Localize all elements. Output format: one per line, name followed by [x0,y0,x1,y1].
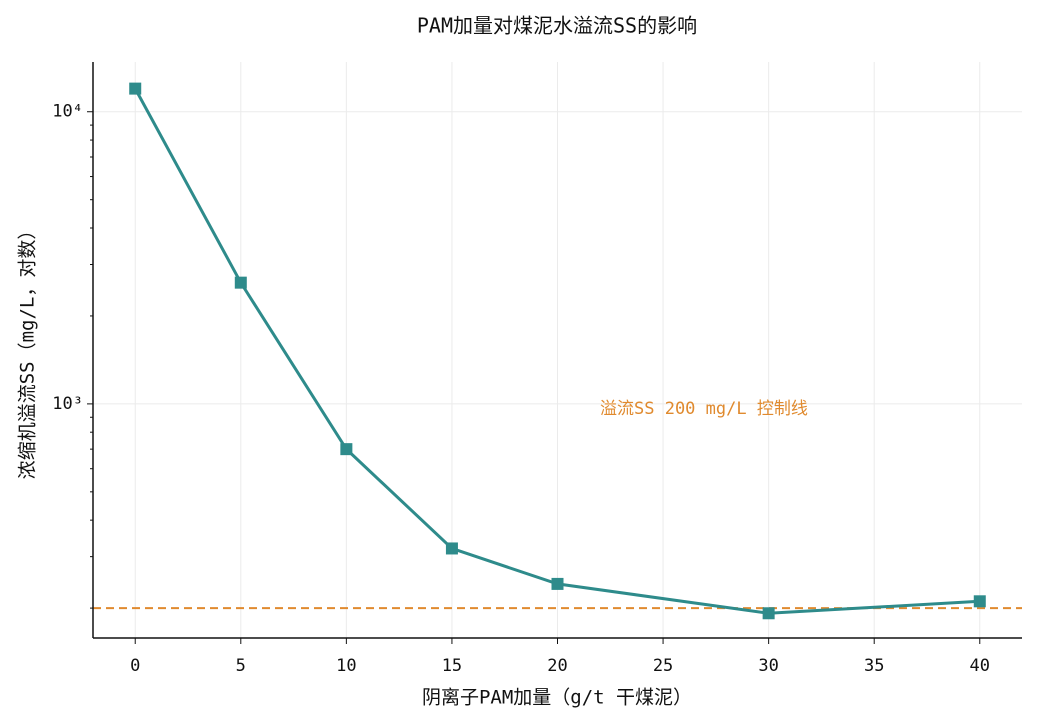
control-line-label: 溢流SS 200 mg/L 控制线 [600,399,808,419]
data-point [234,276,247,289]
x-axis-label: 阴离子PAM加量（g/t 干煤泥） [422,687,692,709]
data-point [129,82,142,95]
data-point [445,542,458,555]
y-tick-label: 10⁴ [52,102,83,122]
x-tick-label: 20 [547,656,567,676]
data-point [340,443,353,456]
y-axis-label: 浓缩机溢流SS（mg/L，对数） [17,221,39,480]
y-tick-label: 10³ [52,394,83,414]
x-tick-label: 10 [336,656,356,676]
data-point [973,595,986,608]
x-tick-label: 25 [653,656,673,676]
x-tick-label: 40 [970,656,990,676]
x-tick-label: 0 [130,656,140,676]
x-tick-label: 30 [758,656,778,676]
x-tick-label: 15 [442,656,462,676]
x-tick-label: 35 [864,656,884,676]
data-point [551,577,564,590]
data-point [762,607,775,620]
x-tick-label: 5 [236,656,246,676]
chart-title: PAM加量对煤泥水溢流SS的影响 [417,14,697,38]
